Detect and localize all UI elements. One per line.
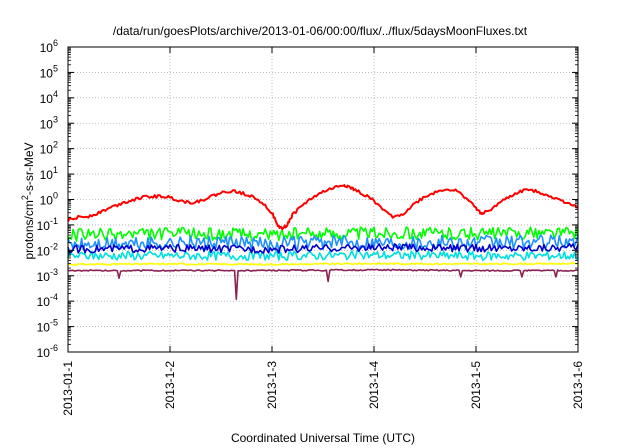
y-axis-title-rest: -s-sr-MeV (22, 142, 36, 195)
y-tick-base: 10 (40, 41, 54, 55)
y-tick-label: 10-1 (37, 216, 58, 233)
x-tick-label: 2013-1-6 (571, 361, 585, 409)
y-tick-label: 104 (40, 89, 58, 106)
x-tick-label: 2013-1-5 (469, 361, 483, 409)
y-tick-base: 10 (37, 295, 51, 309)
y-tick-exponent: 2 (53, 140, 58, 150)
y-tick-label: 103 (40, 114, 58, 131)
y-tick-exponent: -1 (50, 216, 58, 226)
y-tick-label: 106 (40, 38, 58, 55)
y-tick-exponent: -4 (50, 292, 58, 302)
x-axis-title: Coordinated Universal Time (UTC) (231, 431, 415, 445)
series-line (67, 226, 579, 242)
x-tick-label: 2013-01-1 (61, 361, 75, 416)
y-tick-base: 10 (40, 194, 54, 208)
x-tick-labels: 2013-01-1 2013-1-2 2013-1-3 2013-1-4 2013-1-… (61, 361, 585, 416)
y-tick-base: 10 (37, 346, 51, 360)
y-tick-exponent: 5 (53, 63, 58, 73)
x-tick-label: 2013-1-2 (163, 361, 177, 409)
y-tick-exponent: 1 (53, 165, 58, 175)
y-tick-exponent: 3 (53, 114, 58, 124)
series-line (67, 234, 579, 252)
y-tick-base: 10 (40, 66, 54, 80)
y-tick-exponent: -6 (50, 343, 58, 353)
y-tick-labels: 10-610-510-410-310-210-11001011021031041… (37, 38, 58, 360)
y-tick-base: 10 (37, 270, 51, 284)
y-tick-label: 10-4 (37, 292, 58, 309)
y-tick-exponent: -2 (50, 241, 58, 251)
series-line (67, 250, 579, 262)
y-tick-label: 100 (40, 191, 58, 208)
y-tick-base: 10 (37, 321, 51, 335)
x-tick-label: 2013-1-4 (367, 361, 381, 409)
y-tick-label: 10-3 (37, 267, 58, 284)
y-tick-exponent: -5 (50, 318, 58, 328)
tick-marks (67, 46, 579, 353)
y-tick-label: 10-5 (37, 318, 58, 335)
x-tick-label: 2013-1-3 (265, 361, 279, 409)
y-tick-exponent: -3 (50, 267, 58, 277)
y-tick-label: 105 (40, 63, 58, 80)
grid (68, 47, 578, 352)
y-tick-base: 10 (40, 92, 54, 106)
series-group (67, 184, 579, 300)
y-tick-label: 102 (40, 140, 58, 157)
y-tick-base: 10 (37, 219, 51, 233)
y-tick-label: 101 (40, 165, 58, 182)
y-tick-base: 10 (40, 143, 54, 157)
series-line (67, 262, 579, 266)
y-tick-exponent: 0 (53, 191, 58, 201)
y-tick-base: 10 (40, 168, 54, 182)
y-axis-title: protons/cm2-s-sr-MeV (20, 142, 36, 259)
y-tick-label: 10-2 (37, 241, 58, 258)
y-tick-exponent: 6 (53, 38, 58, 48)
series-line (67, 268, 579, 300)
y-tick-base: 10 (40, 117, 54, 131)
series-line (67, 184, 579, 231)
chart-title: /data/run/goesPlots/archive/2013-01-06/0… (113, 24, 528, 38)
y-tick-exponent: 4 (53, 89, 58, 99)
y-axis-title-main: protons/cm (22, 200, 36, 259)
y-tick-label: 10-6 (37, 343, 58, 360)
series-line (67, 243, 579, 254)
y-tick-base: 10 (37, 244, 51, 258)
y-axis-title-sup: 2 (20, 195, 30, 200)
